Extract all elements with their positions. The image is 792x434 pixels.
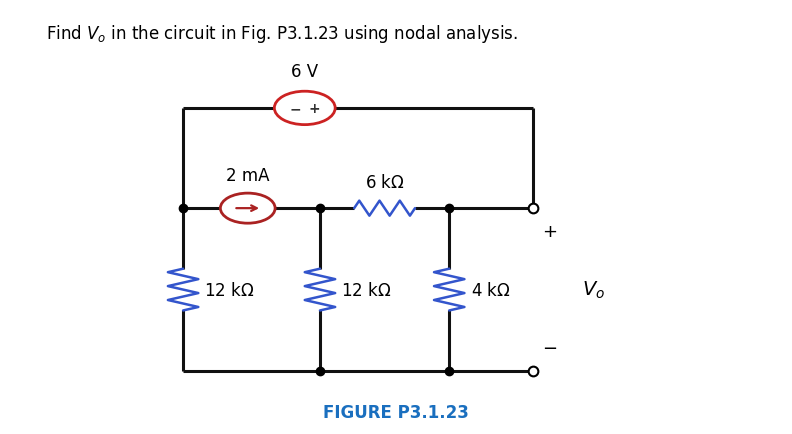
Text: +: +: [309, 102, 321, 115]
Text: 4 k$\Omega$: 4 k$\Omega$: [470, 281, 510, 299]
Text: 2 mA: 2 mA: [226, 167, 269, 184]
Text: Find $V_o$ in the circuit in Fig. P3.1.23 using nodal analysis.: Find $V_o$ in the circuit in Fig. P3.1.2…: [46, 23, 518, 45]
Circle shape: [220, 194, 275, 224]
Text: −: −: [289, 102, 301, 115]
Text: −: −: [542, 339, 557, 357]
Text: +: +: [542, 223, 557, 240]
Text: $V_o$: $V_o$: [582, 279, 605, 300]
Text: 6 k$\Omega$: 6 k$\Omega$: [365, 173, 405, 191]
Text: 6 V: 6 V: [291, 62, 318, 80]
Circle shape: [274, 92, 335, 125]
Text: 12 k$\Omega$: 12 k$\Omega$: [204, 281, 254, 299]
Text: FIGURE P3.1.23: FIGURE P3.1.23: [323, 403, 469, 421]
Text: 12 k$\Omega$: 12 k$\Omega$: [341, 281, 391, 299]
